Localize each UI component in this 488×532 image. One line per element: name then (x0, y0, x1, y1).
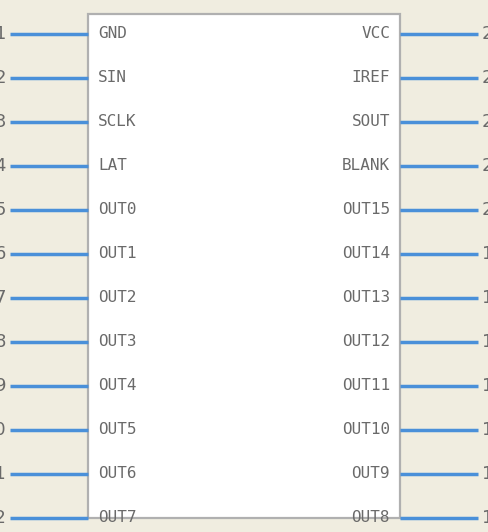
Text: OUT6: OUT6 (98, 467, 137, 481)
Text: 1: 1 (0, 25, 6, 43)
Text: 10: 10 (0, 421, 6, 439)
Text: 2: 2 (0, 69, 6, 87)
Text: 18: 18 (482, 289, 488, 307)
Text: 9: 9 (0, 377, 6, 395)
Bar (88, 14, 400, 518)
Text: OUT11: OUT11 (342, 378, 390, 394)
Text: GND: GND (98, 27, 127, 41)
Text: 20: 20 (482, 201, 488, 219)
Text: 16: 16 (482, 377, 488, 395)
Text: OUT13: OUT13 (342, 290, 390, 305)
Text: 17: 17 (482, 333, 488, 351)
Text: 19: 19 (482, 245, 488, 263)
Text: OUT2: OUT2 (98, 290, 137, 305)
Text: 4: 4 (0, 157, 6, 175)
Text: IREF: IREF (351, 71, 390, 86)
Text: 24: 24 (482, 25, 488, 43)
Text: VCC: VCC (361, 27, 390, 41)
Text: 22: 22 (482, 113, 488, 131)
Text: OUT9: OUT9 (351, 467, 390, 481)
Text: 8: 8 (0, 333, 6, 351)
Text: SCLK: SCLK (98, 114, 137, 129)
Text: OUT3: OUT3 (98, 335, 137, 350)
Text: BLANK: BLANK (342, 159, 390, 173)
Text: 6: 6 (0, 245, 6, 263)
Text: OUT10: OUT10 (342, 422, 390, 437)
Text: 7: 7 (0, 289, 6, 307)
Text: SOUT: SOUT (351, 114, 390, 129)
Text: OUT8: OUT8 (351, 511, 390, 526)
Text: OUT12: OUT12 (342, 335, 390, 350)
Text: 14: 14 (482, 465, 488, 483)
Text: SIN: SIN (98, 71, 127, 86)
Text: OUT5: OUT5 (98, 422, 137, 437)
Text: OUT4: OUT4 (98, 378, 137, 394)
Text: 23: 23 (482, 69, 488, 87)
Text: OUT15: OUT15 (342, 203, 390, 218)
Text: 3: 3 (0, 113, 6, 131)
Text: LAT: LAT (98, 159, 127, 173)
Text: 13: 13 (482, 509, 488, 527)
Text: OUT0: OUT0 (98, 203, 137, 218)
Text: OUT7: OUT7 (98, 511, 137, 526)
Text: 5: 5 (0, 201, 6, 219)
Text: 15: 15 (482, 421, 488, 439)
Text: 21: 21 (482, 157, 488, 175)
Text: 11: 11 (0, 465, 6, 483)
Text: OUT1: OUT1 (98, 246, 137, 262)
Text: 12: 12 (0, 509, 6, 527)
Text: OUT14: OUT14 (342, 246, 390, 262)
